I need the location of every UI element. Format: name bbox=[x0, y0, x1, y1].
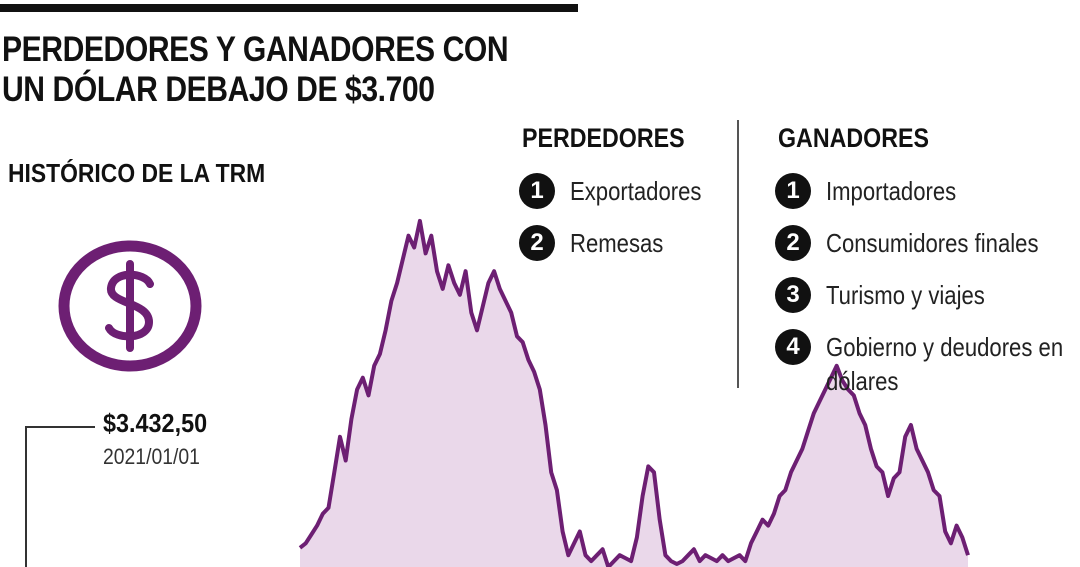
callout-leader-vertical bbox=[25, 426, 27, 567]
callout-leader-horizontal bbox=[25, 426, 95, 428]
trm-series-line bbox=[298, 218, 970, 567]
number-badge: 1 bbox=[519, 173, 555, 209]
chart-subtitle: HISTÓRICO DE LA TRM bbox=[8, 158, 266, 188]
list-item-label: Importadores bbox=[826, 176, 957, 206]
list-item-label: Remesas bbox=[570, 228, 664, 258]
number-badge: 3 bbox=[775, 277, 811, 313]
list-item-label: Gobierno y deudores en dólares bbox=[826, 332, 1064, 396]
number-badge: 2 bbox=[519, 225, 555, 261]
losers-heading: PERDEDORES bbox=[522, 123, 685, 153]
list-item-label: Consumidores finales bbox=[826, 228, 1039, 258]
column-divider bbox=[737, 120, 739, 388]
number-badge: 2 bbox=[775, 225, 811, 261]
page-title: PERDEDORES Y GANADORES CON UN DÓLAR DEBA… bbox=[2, 30, 509, 109]
callout-value: $3.432,50 bbox=[103, 408, 208, 438]
list-item-label: Turismo y viajes bbox=[826, 280, 985, 310]
number-badge: 1 bbox=[775, 173, 811, 209]
callout-date: 2021/01/01 bbox=[103, 444, 200, 469]
trm-area bbox=[300, 220, 968, 567]
number-badge: 4 bbox=[775, 329, 811, 365]
top-rule bbox=[0, 4, 578, 12]
list-item-label: Exportadores bbox=[570, 176, 702, 206]
winners-heading: GANADORES bbox=[778, 123, 929, 153]
dollar-circle-icon bbox=[58, 240, 202, 372]
